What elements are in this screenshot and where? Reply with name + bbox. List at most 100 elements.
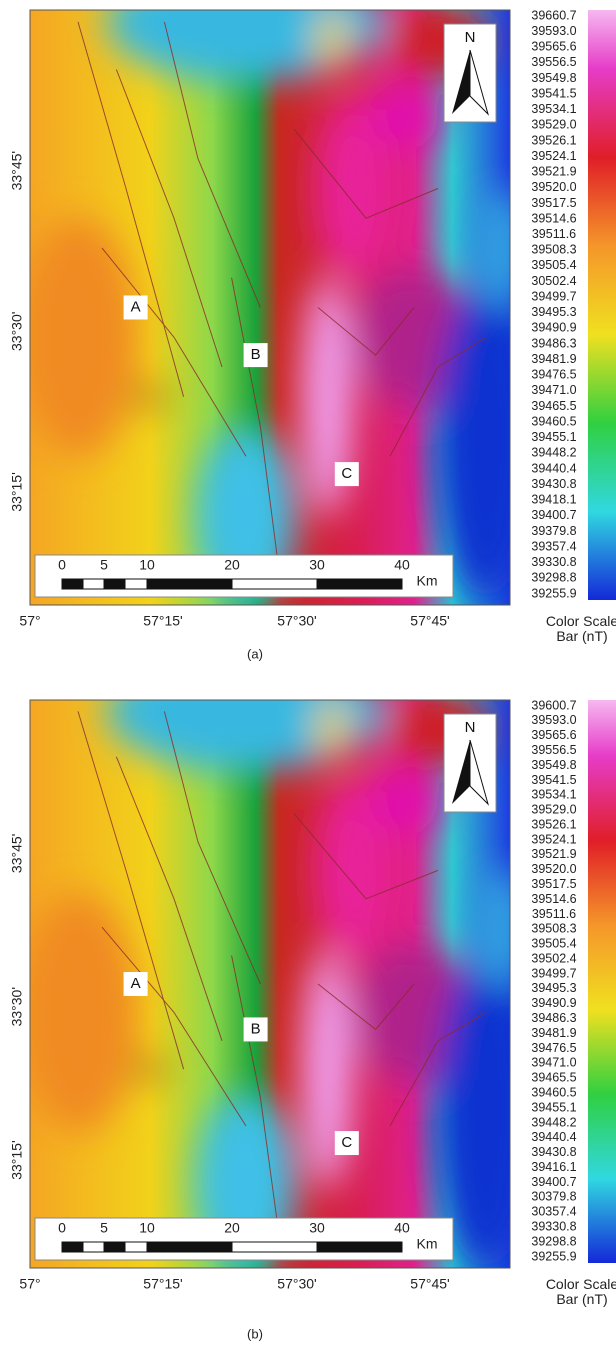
colorbar-label: 39465.5 — [531, 399, 576, 413]
fault — [77, 711, 185, 1070]
fault — [115, 69, 223, 368]
scale-seg — [231, 1241, 318, 1253]
label-box — [123, 295, 148, 320]
colorbar-label: 39526.1 — [531, 133, 576, 147]
colorbar-label: 39430.8 — [531, 1145, 576, 1159]
x-label: 57° — [19, 613, 40, 629]
colorbar-label: 39455.1 — [531, 1100, 576, 1114]
colorbar-label: 39511.6 — [532, 227, 576, 241]
anomaly — [30, 892, 138, 1133]
scale-label: 0 — [58, 1220, 66, 1236]
caption: (a) — [247, 646, 263, 661]
y-label: 33°15' — [9, 1140, 25, 1179]
colorbar-label: 39448.2 — [531, 1115, 576, 1129]
colorbar-label: 39529.0 — [531, 118, 576, 132]
colorbar-label: 39508.3 — [531, 922, 576, 936]
colorbar-label: 39593.0 — [531, 24, 576, 38]
colorbar-label: 39357.4 — [531, 539, 576, 553]
fault — [101, 926, 247, 1127]
colorbar-label: 39556.5 — [531, 55, 576, 69]
scale-seg — [146, 578, 233, 590]
map-frame — [29, 9, 511, 606]
y-label: 33°45' — [9, 151, 25, 190]
colorbar-label: 39400.7 — [531, 508, 576, 522]
faults — [77, 711, 487, 1240]
fault — [317, 307, 415, 356]
colorbar-label: 39526.1 — [531, 817, 576, 831]
scale-label: 5 — [100, 557, 108, 573]
colorbar-label: 39490.9 — [531, 321, 576, 335]
y-label: 33°45' — [9, 834, 25, 873]
map — [30, 10, 510, 605]
colorbar-label: 39521.9 — [531, 847, 576, 861]
colorbar-label: 39418.1 — [531, 493, 576, 507]
colorbar-label: 39593.0 — [531, 713, 576, 727]
scale-seg — [103, 578, 126, 590]
scale-label: 20 — [224, 557, 240, 573]
scale-seg — [103, 1241, 126, 1253]
colorbar-label: 39460.5 — [531, 414, 576, 428]
colorbar-label: 39511.6 — [532, 907, 576, 921]
north-arrow — [469, 739, 489, 806]
scale-label: 20 — [224, 1220, 240, 1236]
scale-seg — [231, 578, 318, 590]
label-box — [243, 343, 268, 368]
colorbar-label: 39430.8 — [531, 477, 576, 491]
x-label: 57°45' — [410, 613, 449, 629]
anomaly — [317, 700, 348, 759]
colorbar-label: 39460.5 — [531, 1085, 576, 1099]
scale-label: 5 — [100, 1220, 108, 1236]
colorbar-label: 39556.5 — [531, 743, 576, 757]
colorbar-label: 39529.0 — [531, 803, 576, 817]
scale-unit: Km — [417, 1236, 438, 1252]
label-box — [334, 1131, 359, 1156]
colorbar-label: 39514.6 — [531, 211, 576, 225]
colorbar-label: 39541.5 — [531, 86, 576, 100]
point-label: A — [131, 975, 141, 992]
north-label: N — [465, 29, 476, 46]
colorbar-label: 39524.1 — [531, 149, 576, 163]
anomaly — [436, 949, 510, 1268]
colorbar-label: 39481.9 — [531, 1026, 576, 1040]
scale-label: 30 — [309, 1220, 325, 1236]
scale-label: 40 — [394, 557, 410, 573]
map-frame — [29, 699, 511, 1269]
colorbar-label: 39465.5 — [531, 1071, 576, 1085]
x-label: 57° — [19, 1276, 40, 1292]
colorbar-label: 39400.7 — [531, 1175, 576, 1189]
colorbar-label: 39549.8 — [531, 758, 576, 772]
anomaly — [302, 276, 353, 517]
fault — [77, 21, 185, 397]
fault — [293, 813, 439, 900]
fault — [317, 983, 415, 1031]
north-arrow — [469, 49, 489, 116]
x-label: 57°15' — [143, 1276, 182, 1292]
fault — [163, 21, 261, 308]
scale-label: 10 — [139, 1220, 155, 1236]
scale-unit: Km — [417, 573, 438, 589]
scale-box — [34, 1217, 454, 1261]
anomaly — [369, 772, 440, 833]
colorbar-label: 39660.7 — [531, 8, 576, 22]
anomaly — [470, 188, 510, 308]
scale-seg — [316, 1241, 403, 1253]
anomaly — [106, 10, 386, 82]
colorbar-label: 39440.4 — [531, 1130, 576, 1144]
colorbar-label: 39298.8 — [531, 1234, 576, 1248]
colorbar-label: 39600.7 — [531, 698, 576, 712]
anomaly — [138, 1057, 162, 1082]
scale-seg — [61, 1241, 84, 1253]
panel: A B C N 0 5 10 20 30 40 Km 57° 57°15' 57°30' 57°45' 33°… — [9, 698, 616, 1341]
colorbar-label: 39481.9 — [531, 352, 576, 366]
map — [30, 700, 510, 1268]
scale-label: 0 — [58, 557, 66, 573]
colorbar-label: 39255.9 — [531, 586, 576, 600]
anomaly — [470, 867, 510, 988]
colorbar-label: 39517.5 — [531, 196, 576, 210]
scale-seg — [146, 1241, 233, 1253]
colorbar-label: 39495.3 — [531, 981, 576, 995]
colorbar-label: 39448.2 — [531, 446, 576, 460]
colorbar-label: 39486.3 — [531, 1011, 576, 1025]
scale-label: 30 — [309, 557, 325, 573]
colorbar-label: 39330.8 — [531, 1220, 576, 1234]
